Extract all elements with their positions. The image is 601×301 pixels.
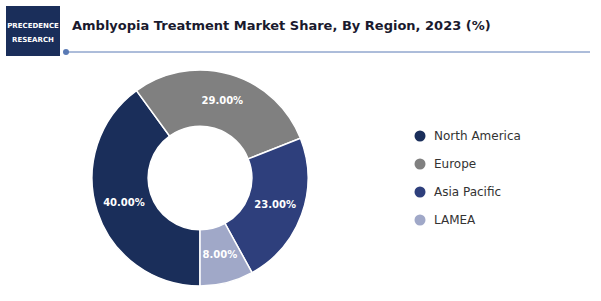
slice: [200, 223, 252, 286]
legend-label: Asia Pacific: [434, 185, 501, 199]
slices: [92, 70, 308, 286]
logo-text: PRECEDENCE: [7, 22, 59, 30]
data-label: 23.00%: [254, 199, 296, 210]
data-label: 29.00%: [201, 95, 243, 106]
logo-box: [6, 6, 60, 56]
legend-label: North America: [434, 129, 521, 143]
legend-label: LAMEA: [434, 213, 476, 227]
legend-marker: [415, 215, 426, 226]
chart: PRECEDENCE RESEARCH Amblyopia Treatment Ma…: [0, 0, 601, 301]
data-label: 8.00%: [203, 249, 238, 260]
legend-marker: [415, 187, 426, 198]
title-rule-bullet: [63, 49, 69, 55]
data-labels: 40.00% 29.00% 23.00% 8.00%: [103, 95, 296, 260]
chart-container: PRECEDENCE RESEARCH Amblyopia Treatment Ma…: [0, 0, 601, 301]
title: Amblyopia Treatment Market Share, By Reg…: [72, 18, 491, 33]
background: [0, 0, 601, 301]
title-rule: [66, 52, 590, 53]
data-label: 40.00%: [103, 197, 145, 208]
logo: PRECEDENCE RESEARCH: [6, 6, 60, 56]
logo-text: RESEARCH: [12, 36, 54, 44]
legend-marker: [415, 159, 426, 170]
legend-label: Europe: [434, 157, 476, 171]
legend: North America Europe Asia Pacific LAMEA: [415, 129, 521, 227]
slice: [137, 70, 301, 159]
legend-marker: [415, 131, 426, 142]
